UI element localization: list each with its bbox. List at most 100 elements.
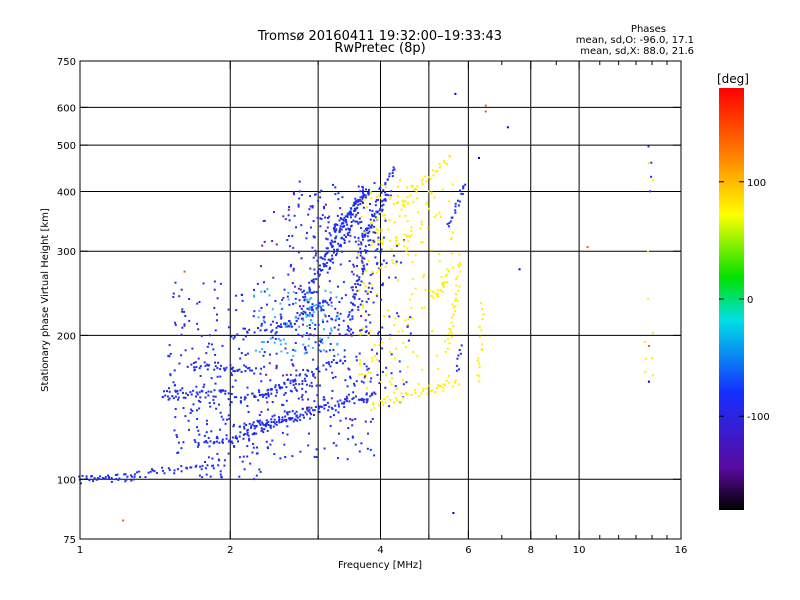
data-point-o (311, 306, 313, 309)
data-point-o (394, 385, 397, 388)
data-point-x (456, 300, 459, 303)
data-point-o (367, 286, 370, 289)
data-point-x (434, 170, 437, 173)
data-point-o (186, 365, 189, 368)
data-point-x (401, 396, 404, 399)
data-point-o (205, 473, 208, 476)
data-point-o (295, 292, 298, 294)
data-point-o (325, 237, 328, 240)
data-point-o (280, 323, 282, 326)
data-point-x (410, 306, 413, 309)
data-point-mixed (365, 401, 368, 404)
data-point-o (343, 349, 346, 352)
data-point-o (168, 468, 171, 471)
data-point-o (304, 411, 307, 414)
data-point-o (232, 370, 235, 372)
data-point-x (359, 358, 361, 361)
data-point-o (353, 236, 356, 239)
data-point-x (393, 401, 396, 404)
data-point-o (281, 298, 284, 301)
data-point-o (266, 340, 269, 343)
data-point-o (338, 405, 340, 408)
data-point-o (313, 409, 316, 412)
data-point-o (199, 465, 202, 468)
data-point-o (305, 383, 308, 386)
data-point-mixed (335, 296, 338, 299)
data-point-o (253, 478, 256, 481)
phase-stats-x: mean, sd,X: 88.0, 21.6 (580, 46, 694, 57)
data-point-o (104, 476, 107, 479)
data-point-o (366, 250, 369, 252)
data-point-o (369, 380, 372, 383)
data-point-mixed (302, 343, 305, 346)
data-point-o (350, 224, 353, 227)
data-point-o (365, 398, 368, 401)
data-point-o (354, 283, 357, 285)
data-point-o (149, 470, 152, 473)
data-point-mixed (330, 397, 333, 400)
data-point-x (454, 310, 456, 313)
data-point-o (253, 394, 256, 397)
data-point-o (161, 466, 164, 469)
data-point-o (362, 186, 364, 189)
data-point-o (246, 367, 249, 370)
data-point-o (329, 243, 332, 246)
data-point-o (459, 189, 461, 192)
data-point-o (302, 414, 305, 417)
data-point-o (348, 368, 351, 371)
data-point-x (414, 287, 417, 290)
data-point-x (435, 387, 438, 390)
data-point-o (213, 280, 216, 283)
data-point-o (275, 352, 278, 355)
data-point-o (341, 222, 344, 224)
data-point-o (199, 400, 202, 403)
data-point-o (189, 412, 192, 414)
data-point-mixed (287, 298, 290, 301)
data-point-o (288, 206, 291, 208)
data-point-o (334, 240, 337, 243)
data-point-o (281, 418, 284, 421)
data-point-o (350, 221, 353, 223)
data-point-o (346, 328, 349, 331)
data-point-o (289, 382, 292, 385)
data-point-o (123, 473, 126, 476)
data-point-o (255, 452, 258, 455)
data-point-x (455, 284, 458, 287)
data-point-o (352, 263, 355, 266)
data-point-x (445, 273, 448, 276)
data-point-x (442, 284, 445, 287)
data-point-o (196, 418, 199, 420)
data-point-o (317, 323, 320, 326)
data-point-o (176, 390, 179, 392)
data-point-o (176, 435, 179, 438)
data-point-o (304, 348, 307, 351)
data-point-o (184, 415, 187, 418)
data-point-o (365, 392, 368, 395)
data-point-o (227, 452, 230, 455)
data-point-x (478, 380, 481, 383)
data-point-o (303, 416, 305, 419)
data-point-o (327, 409, 330, 412)
data-point-o (206, 363, 209, 366)
data-point-o (333, 248, 336, 251)
data-point-o (327, 361, 330, 364)
data-point-o (270, 387, 273, 390)
data-point-o (177, 398, 179, 401)
data-point-o (163, 472, 166, 475)
data-point-o (244, 354, 247, 356)
data-point-o (351, 317, 354, 320)
data-point-o (199, 365, 202, 368)
data-point-x (447, 270, 450, 273)
data-point-o (317, 275, 320, 278)
data-point-o (339, 243, 342, 246)
data-point-o (371, 209, 374, 212)
data-point-o (235, 309, 238, 312)
data-point-o (309, 417, 312, 420)
data-point-x (396, 399, 399, 402)
data-point-o (381, 347, 384, 350)
data-point-o (313, 272, 316, 275)
data-point-o (278, 418, 281, 421)
data-point-x (389, 398, 392, 401)
data-point-x (448, 381, 451, 384)
data-point-o (390, 372, 393, 375)
